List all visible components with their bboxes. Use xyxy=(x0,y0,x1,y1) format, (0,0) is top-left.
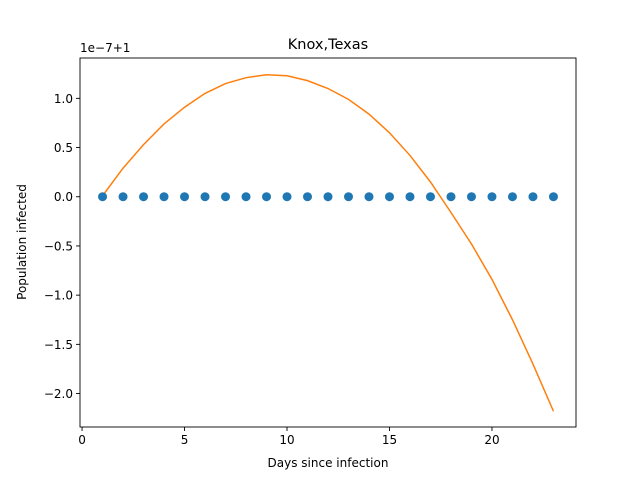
y-tick-label: 1.0 xyxy=(54,92,73,106)
x-tick-label: 20 xyxy=(484,433,499,447)
x-tick-label: 5 xyxy=(181,433,189,447)
x-tick-label: 10 xyxy=(279,433,294,447)
scatter-point xyxy=(384,192,394,202)
scatter-point xyxy=(446,192,456,202)
scatter-point xyxy=(241,192,251,202)
axes: 0 5 10 15 20 1.0 0.5 0.0 −0.5 −1.0 −1.5 −2.0 xyxy=(44,57,577,447)
scatter-point xyxy=(487,192,497,202)
scatter-point xyxy=(344,192,353,202)
y-tick-label: −1.5 xyxy=(44,338,73,352)
scatter-point xyxy=(323,192,333,202)
y-tick-label: −0.5 xyxy=(44,239,73,253)
scatter-point xyxy=(425,192,435,202)
x-axis-label: Days since infection xyxy=(268,456,389,470)
series-line xyxy=(101,73,555,412)
scatter-point xyxy=(118,192,128,202)
x-tick-label: 15 xyxy=(382,433,397,447)
y-tick-label: −1.0 xyxy=(44,289,73,303)
scatter-point xyxy=(282,192,292,202)
scatter-point xyxy=(548,192,558,202)
scatter-point xyxy=(221,192,231,202)
y-offset-label: 1e−7+1 xyxy=(80,41,130,55)
scatter-point xyxy=(303,192,312,202)
scatter-point xyxy=(364,192,374,202)
scatter-point xyxy=(528,192,538,202)
scatter-point xyxy=(466,192,476,202)
plot-area xyxy=(98,73,558,412)
scatter-point xyxy=(98,192,108,202)
chart-title: Knox,Texas xyxy=(288,37,368,53)
y-axis-label: Population infected xyxy=(15,184,29,300)
scatter-point xyxy=(200,192,210,202)
y-tick-label: 0.0 xyxy=(54,190,73,204)
scatter-point xyxy=(159,192,169,202)
scatter-point xyxy=(262,192,272,202)
scatter-point xyxy=(180,192,190,202)
axes-frame xyxy=(79,57,577,428)
y-tick-label: 0.5 xyxy=(54,141,73,155)
y-tick-label: −2.0 xyxy=(44,387,73,401)
scatter-point xyxy=(139,192,149,202)
x-tick-label: 0 xyxy=(78,433,86,447)
scatter-point xyxy=(507,192,517,202)
scatter-point xyxy=(405,192,415,202)
